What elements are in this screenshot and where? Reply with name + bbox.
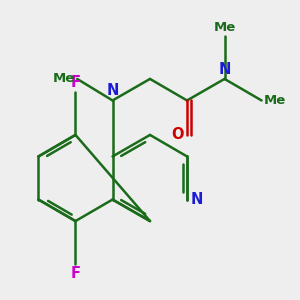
Text: N: N xyxy=(218,62,231,77)
Text: Me: Me xyxy=(213,21,236,34)
Text: N: N xyxy=(106,83,119,98)
Text: F: F xyxy=(70,266,80,281)
Text: N: N xyxy=(190,192,203,207)
Text: Me: Me xyxy=(53,72,75,86)
Text: Me: Me xyxy=(264,94,286,107)
Text: F: F xyxy=(70,75,80,90)
Text: O: O xyxy=(171,128,184,142)
